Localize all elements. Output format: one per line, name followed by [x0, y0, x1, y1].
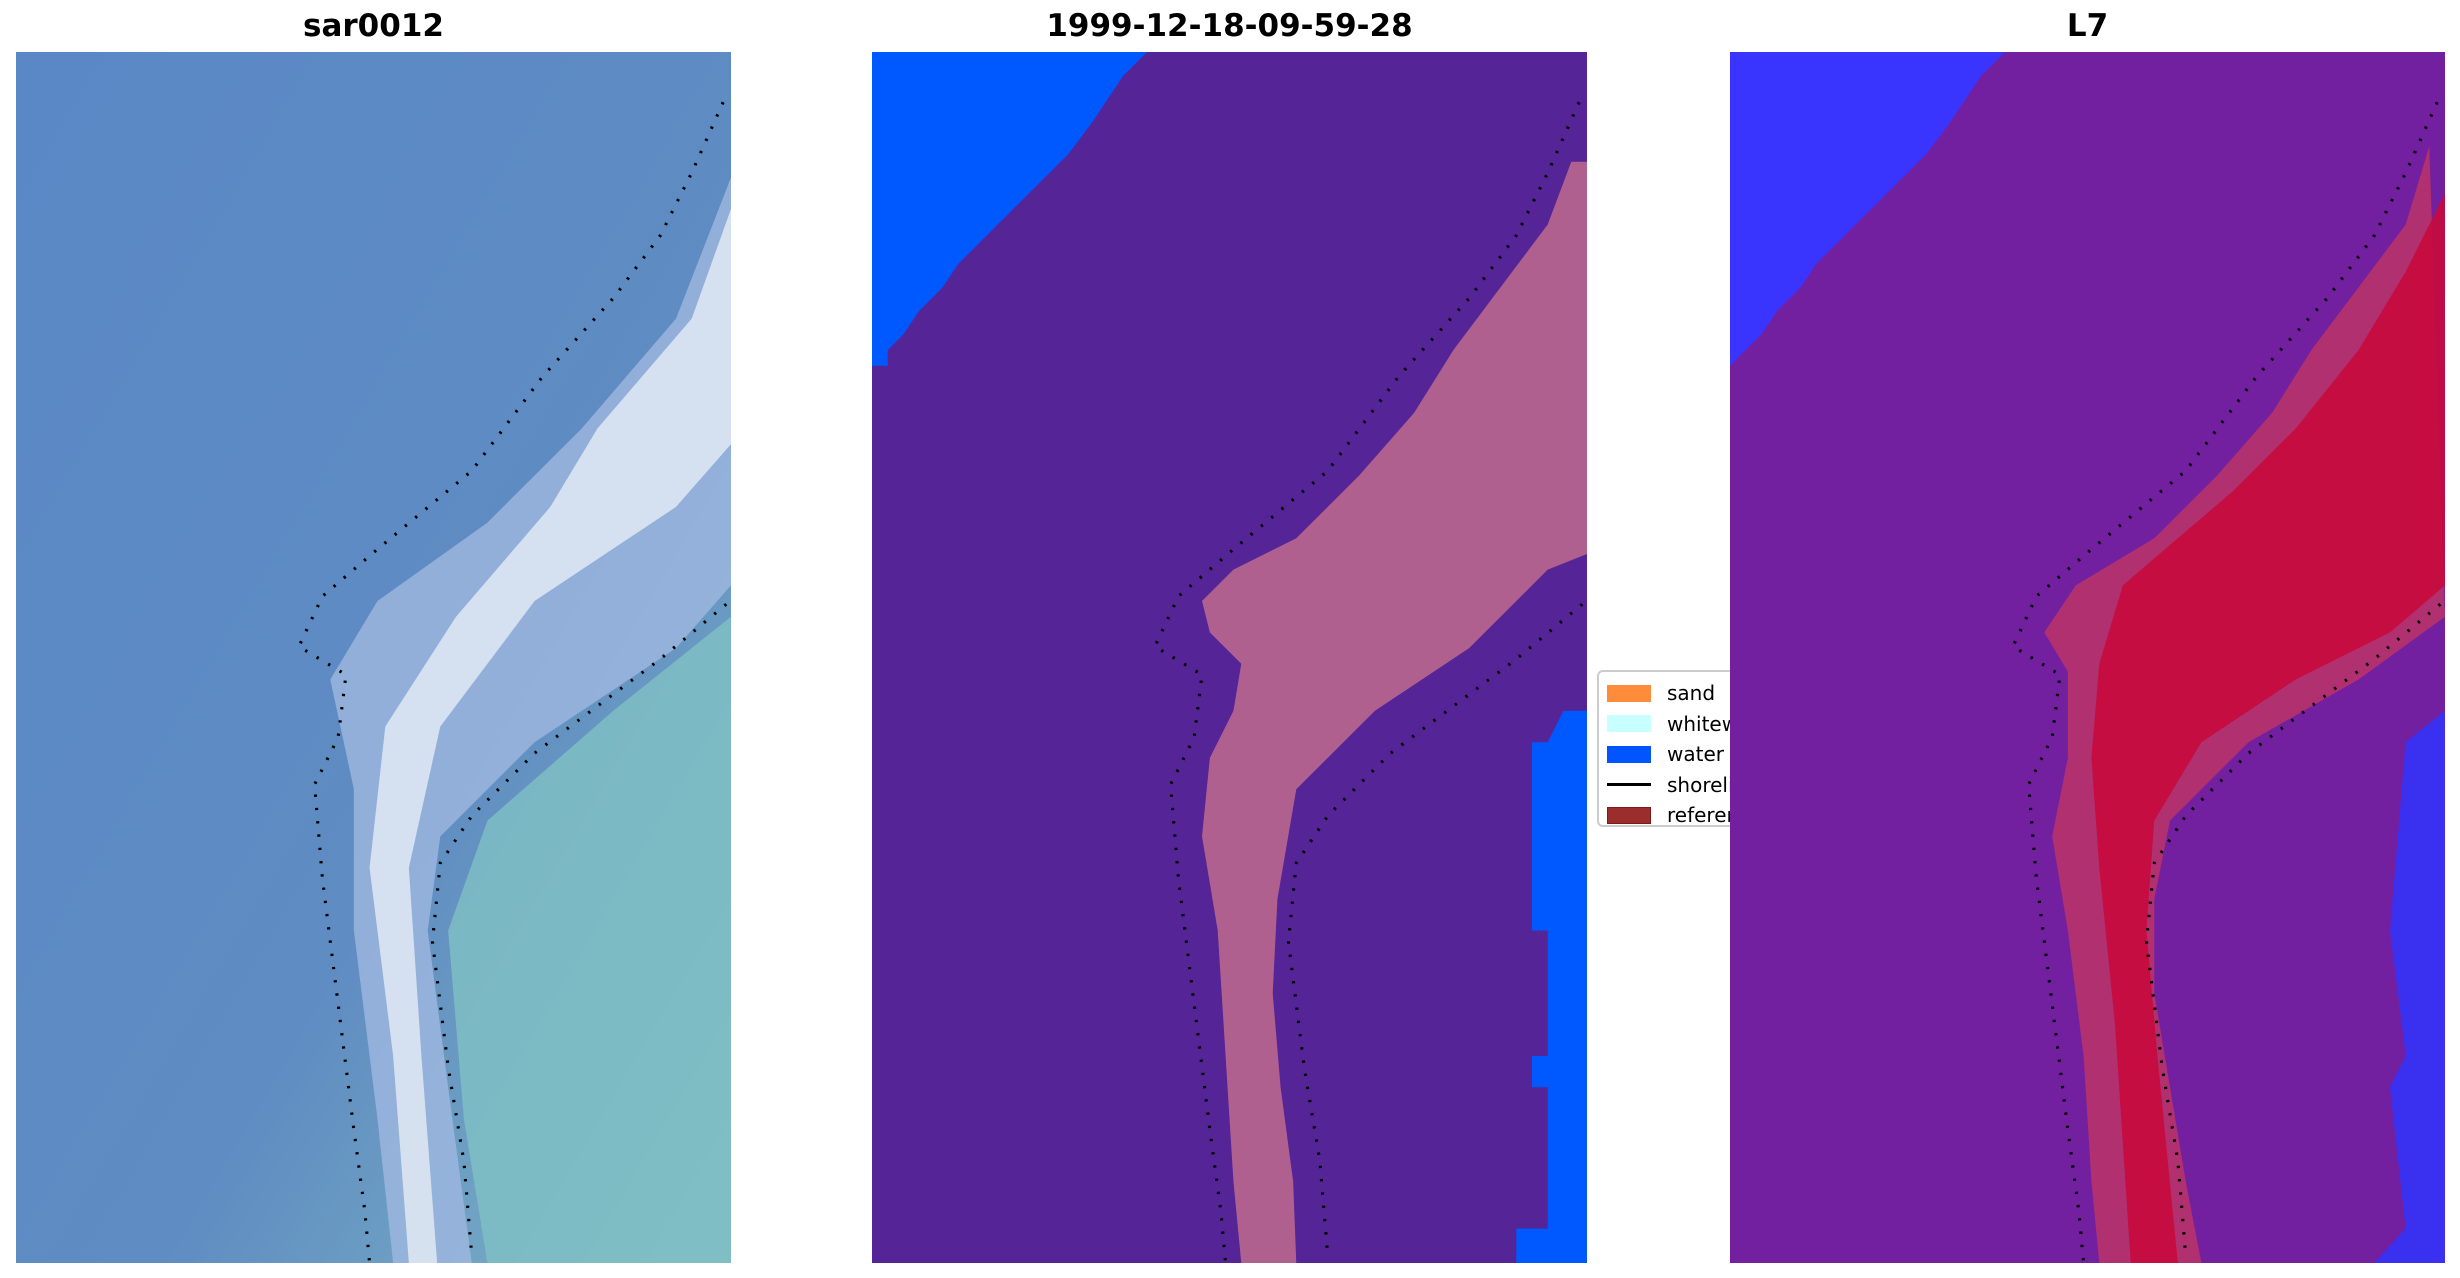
legend-item-reference: referer — [1607, 800, 1755, 831]
whitewater-swatch — [1607, 715, 1651, 733]
legend-label: shoreli — [1667, 772, 1734, 797]
legend-label: referer — [1667, 803, 1735, 828]
shoreline-swatch — [1607, 783, 1651, 787]
panel-title-index: L7 — [2066, 8, 2109, 44]
classified-image — [872, 52, 1587, 1263]
ndwi-image — [1730, 52, 2445, 1263]
legend-label: sand — [1667, 681, 1716, 706]
legend-item-shoreline: shoreli — [1607, 770, 1755, 801]
sand-swatch — [1607, 684, 1651, 702]
legend-item-sand: sand — [1607, 678, 1755, 709]
rgb-satellite-image — [16, 52, 731, 1263]
legend-item-water: water — [1607, 739, 1755, 770]
water-swatch — [1607, 745, 1651, 763]
reference-swatch — [1607, 806, 1651, 824]
legend-label: whitew — [1667, 711, 1739, 736]
panel-title-classified: 1999-12-18-09-59-28 — [1046, 8, 1413, 44]
shoreline-left — [296, 101, 728, 1263]
legend-label: water — [1667, 742, 1724, 767]
legend-item-whitewater: whitew — [1607, 709, 1755, 740]
panel-title-rgb: sar0012 — [303, 8, 444, 44]
